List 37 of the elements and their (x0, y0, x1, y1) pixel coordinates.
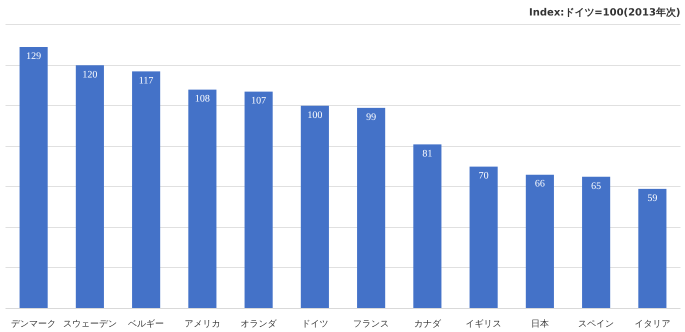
data-label: 66 (534, 178, 545, 190)
chart-title: Index:ドイツ=100(2013年次) (529, 6, 681, 18)
bar (582, 176, 610, 308)
x-tick-label: ドイツ (301, 320, 328, 330)
data-label: 120 (82, 69, 98, 80)
x-tick-label: オランダ (240, 318, 278, 330)
x-tick-label: イタリア (634, 320, 670, 330)
bar (188, 90, 216, 308)
data-label: 117 (138, 75, 154, 86)
x-tick-label: スウェーデン (62, 320, 117, 330)
data-label: 81 (422, 148, 432, 160)
data-label: 70 (478, 170, 489, 182)
bar (132, 71, 160, 308)
x-tick-label: ベルギー (128, 318, 164, 330)
x-tick-label: 日本 (530, 318, 549, 330)
bar (413, 144, 442, 308)
bar (76, 65, 104, 308)
data-label: 59 (647, 192, 658, 204)
bar (526, 174, 554, 308)
bar (244, 92, 273, 308)
data-label: 107 (251, 96, 266, 107)
bar (20, 47, 48, 308)
data-label: 129 (26, 51, 42, 62)
x-tick-label: アメリカ (184, 320, 220, 330)
x-tick-label: イギリス (466, 318, 502, 330)
data-label: 65 (591, 180, 602, 192)
data-label: 100 (307, 110, 322, 121)
data-label: 99 (366, 112, 376, 123)
x-tick-label: フランス (353, 320, 390, 330)
x-tick-label: デンマーク (11, 320, 56, 330)
bar (357, 108, 386, 308)
bar (470, 166, 498, 308)
bar (300, 106, 329, 308)
x-tick-label: カナダ (414, 318, 442, 330)
data-label: 108 (194, 94, 210, 105)
x-tick-label: スペイン (578, 320, 614, 330)
bar (638, 188, 666, 308)
